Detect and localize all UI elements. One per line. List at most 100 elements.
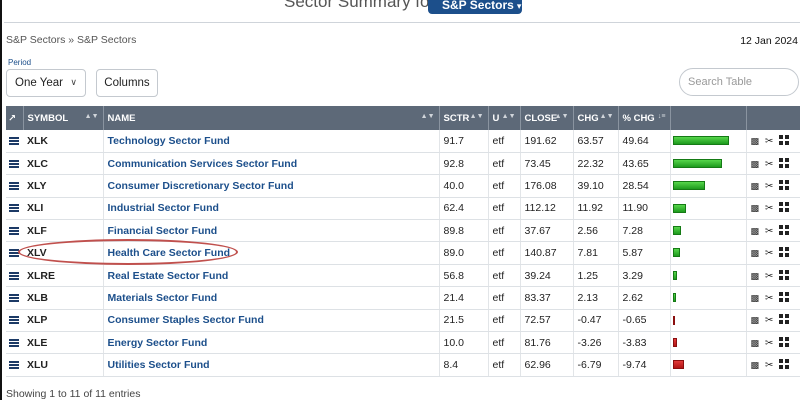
- pnf-chart-icon[interactable]: ▩: [750, 180, 762, 191]
- pnf-chart-icon[interactable]: ▩: [750, 248, 762, 259]
- name-link[interactable]: Materials Sector Fund: [102, 286, 439, 310]
- table-row[interactable]: XLI Industrial Sector Fund 62.4 etf 112.12 11…: [6, 197, 800, 221]
- name-link[interactable]: Energy Sector Fund: [102, 331, 439, 355]
- pnf-chart-icon[interactable]: ▩: [750, 315, 762, 326]
- scissors-icon[interactable]: ✂: [765, 203, 776, 215]
- table-row[interactable]: XLK Technology Sector Fund 91.7 etf 191.62 63…: [6, 130, 800, 153]
- table-row[interactable]: XLF Financial Sector Fund 89.8 etf 37.67 2.56…: [6, 219, 800, 243]
- name-link[interactable]: Consumer Staples Sector Fund: [102, 309, 439, 333]
- scissors-icon[interactable]: ✂: [765, 292, 776, 304]
- name-link[interactable]: Financial Sector Fund: [102, 219, 439, 243]
- pnf-chart-icon[interactable]: ▩: [750, 270, 762, 281]
- row-menu-icon[interactable]: [6, 241, 23, 265]
- row-menu-icon[interactable]: [6, 197, 23, 221]
- chg-cell: 22.32: [572, 152, 618, 176]
- name-link[interactable]: Communication Services Sector Fund: [102, 152, 439, 176]
- grid-icon[interactable]: [779, 157, 790, 168]
- sort-icon: ▲▼: [84, 113, 99, 120]
- table-row[interactable]: XLP Consumer Staples Sector Fund 21.5 etf 72…: [6, 309, 800, 333]
- close-cell: 191.62: [519, 130, 573, 153]
- grid-icon[interactable]: [779, 314, 790, 325]
- name-link[interactable]: Industrial Sector Fund: [102, 197, 439, 221]
- row-actions: ▩ ✂: [745, 353, 800, 377]
- scissors-icon[interactable]: ✂: [765, 248, 776, 260]
- col-sctr[interactable]: SCTR ▲▼: [439, 106, 489, 130]
- columns-button[interactable]: Columns: [96, 69, 158, 97]
- u-cell: etf: [487, 174, 520, 198]
- col-u[interactable]: U ▲▼: [488, 106, 521, 130]
- scissors-icon[interactable]: ✂: [765, 337, 776, 349]
- table-row[interactable]: XLY Consumer Discretionary Sector Fund 40.…: [6, 174, 800, 198]
- period-label: Period: [8, 58, 32, 67]
- scissors-icon[interactable]: ✂: [765, 315, 776, 327]
- col-name-label: NAME: [107, 112, 136, 124]
- scissors-icon[interactable]: ✂: [765, 360, 776, 372]
- grid-icon[interactable]: [779, 291, 790, 302]
- pnf-chart-icon[interactable]: ▩: [750, 292, 762, 303]
- col-symbol[interactable]: SYMBOL ▲▼: [23, 106, 104, 130]
- row-actions: ▩ ✂: [745, 130, 800, 153]
- grid-icon[interactable]: [779, 202, 790, 213]
- table-row[interactable]: XLC Communication Services Sector Fund 92.…: [6, 152, 800, 176]
- sctr-cell: 62.4: [438, 197, 488, 221]
- close-cell: 176.08: [519, 174, 573, 198]
- scissors-icon[interactable]: ✂: [765, 158, 776, 170]
- period-select[interactable]: One Year ∨: [6, 69, 86, 97]
- col-close[interactable]: CLOSE ▲▼: [520, 106, 574, 130]
- row-menu-icon[interactable]: [6, 286, 23, 310]
- name-link[interactable]: Real Estate Sector Fund: [102, 264, 439, 288]
- breadcrumb-current[interactable]: S&P Sectors: [77, 34, 137, 46]
- pct-chg-cell: 2.62: [617, 286, 670, 310]
- table-row[interactable]: XLE Energy Sector Fund 10.0 etf 81.76 -3.26 -3…: [6, 331, 800, 355]
- grid-icon[interactable]: [779, 269, 790, 280]
- table-row[interactable]: XLB Materials Sector Fund 21.4 etf 83.37 2.13…: [6, 286, 800, 310]
- row-menu-icon[interactable]: [6, 331, 23, 355]
- col-name[interactable]: NAME ▲▼: [103, 106, 440, 130]
- grid-icon[interactable]: [779, 336, 790, 347]
- row-menu-icon[interactable]: [6, 130, 23, 153]
- grid-icon[interactable]: [779, 134, 790, 145]
- table-row[interactable]: XLRE Real Estate Sector Fund 56.8 etf 39.24 1…: [6, 264, 800, 288]
- pnf-chart-icon[interactable]: ▩: [750, 158, 762, 169]
- pct-chg-bar-cell: [669, 353, 746, 377]
- row-menu-icon[interactable]: [6, 152, 23, 176]
- name-link[interactable]: Utilities Sector Fund: [102, 353, 439, 377]
- name-link[interactable]: Health Care Sector Fund: [102, 241, 439, 265]
- grid-icon[interactable]: [779, 359, 790, 370]
- grid-icon[interactable]: [779, 224, 790, 235]
- pnf-chart-icon[interactable]: ▩: [750, 360, 762, 371]
- sctr-cell: 40.0: [438, 174, 488, 198]
- pnf-chart-icon[interactable]: ▩: [750, 135, 762, 146]
- group-dropdown[interactable]: S&P Sectors ▾: [428, 0, 522, 14]
- row-menu-icon[interactable]: [6, 174, 23, 198]
- col-pct-chg[interactable]: % CHG ↓≡: [618, 106, 671, 130]
- chevron-down-icon: ▾: [516, 1, 522, 11]
- pct-chg-bar: [672, 226, 681, 236]
- name-link[interactable]: Technology Sector Fund: [102, 130, 439, 153]
- scissors-icon[interactable]: ✂: [765, 270, 776, 282]
- chg-cell: 1.25: [572, 264, 618, 288]
- breadcrumb-parent[interactable]: S&P Sectors: [6, 34, 66, 46]
- row-menu-icon[interactable]: [6, 219, 23, 243]
- grid-icon[interactable]: [779, 179, 790, 190]
- name-link[interactable]: Consumer Discretionary Sector Fund: [102, 174, 439, 198]
- breadcrumb-separator: »: [68, 34, 75, 46]
- pnf-chart-icon[interactable]: ▩: [750, 225, 762, 236]
- row-menu-icon[interactable]: [6, 353, 23, 377]
- pnf-chart-icon[interactable]: ▩: [750, 337, 762, 348]
- sctr-cell: 21.4: [438, 286, 488, 310]
- page-header: Sector Summary for S&P Sectors ▾: [2, 0, 800, 22]
- scissors-icon[interactable]: ✂: [765, 135, 776, 147]
- table-row[interactable]: XLU Utilities Sector Fund 8.4 etf 62.96 -6.79…: [6, 353, 800, 377]
- scissors-icon[interactable]: ✂: [765, 180, 776, 192]
- col-chg[interactable]: CHG ▲▼: [573, 106, 619, 130]
- table-row[interactable]: XLV Health Care Sector Fund 89.0 etf 140.87 7…: [6, 241, 800, 265]
- search-input[interactable]: [679, 68, 799, 96]
- row-menu-icon[interactable]: [6, 264, 23, 288]
- expand-icon[interactable]: ↗: [6, 106, 24, 130]
- grid-icon[interactable]: [779, 247, 790, 258]
- pnf-chart-icon[interactable]: ▩: [750, 203, 762, 214]
- sctr-cell: 91.7: [438, 130, 488, 153]
- row-menu-icon[interactable]: [6, 309, 23, 333]
- scissors-icon[interactable]: ✂: [765, 225, 776, 237]
